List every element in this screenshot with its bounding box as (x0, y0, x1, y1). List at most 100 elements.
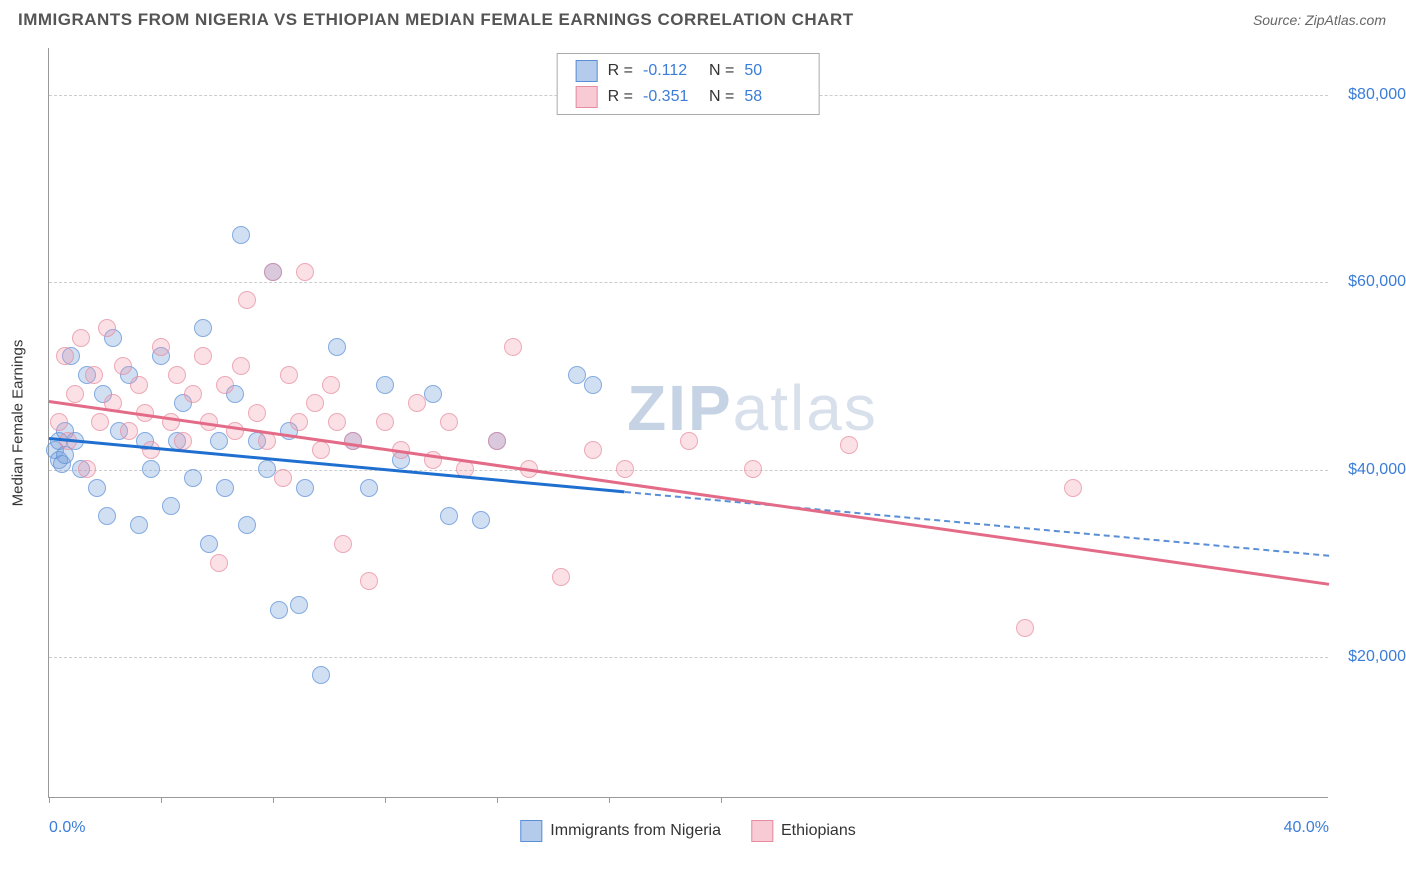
scatter-point-ethiopia (504, 338, 522, 356)
swatch-pink-icon (751, 820, 773, 842)
scatter-point-ethiopia (290, 413, 308, 431)
scatter-point-ethiopia (306, 394, 324, 412)
scatter-point-ethiopia (440, 413, 458, 431)
r-value-nigeria: -0.112 (643, 62, 699, 80)
scatter-point-nigeria (376, 376, 394, 394)
gridline-h (49, 470, 1328, 471)
scatter-point-ethiopia (114, 357, 132, 375)
source-prefix: Source: (1253, 12, 1305, 28)
scatter-point-ethiopia (210, 554, 228, 572)
scatter-point-nigeria (210, 432, 228, 450)
y-tick-label: $80,000 (1336, 86, 1406, 104)
scatter-point-ethiopia (216, 376, 234, 394)
gridline-h (49, 657, 1328, 658)
scatter-point-nigeria (584, 376, 602, 394)
scatter-point-nigeria (270, 601, 288, 619)
scatter-point-ethiopia (280, 366, 298, 384)
scatter-point-ethiopia (174, 432, 192, 450)
scatter-point-ethiopia (66, 385, 84, 403)
scatter-point-nigeria (440, 507, 458, 525)
watermark-bold: ZIP (627, 372, 733, 444)
scatter-point-ethiopia (488, 432, 506, 450)
scatter-point-ethiopia (584, 441, 602, 459)
scatter-point-nigeria (200, 535, 218, 553)
scatter-point-nigeria (238, 516, 256, 534)
scatter-point-ethiopia (85, 366, 103, 384)
scatter-point-ethiopia (72, 329, 90, 347)
scatter-point-ethiopia (328, 413, 346, 431)
scatter-point-ethiopia (50, 413, 68, 431)
scatter-point-ethiopia (296, 263, 314, 281)
scatter-point-nigeria (142, 460, 160, 478)
scatter-point-ethiopia (78, 460, 96, 478)
x-tick (721, 797, 722, 803)
scatter-point-ethiopia (1016, 619, 1034, 637)
scatter-point-nigeria (162, 497, 180, 515)
chart-title: IMMIGRANTS FROM NIGERIA VS ETHIOPIAN MED… (18, 10, 854, 30)
r-value-ethiopia: -0.351 (643, 88, 699, 106)
correlation-legend: R = -0.112 N = 50 R = -0.351 N = 58 (557, 53, 820, 115)
scatter-point-ethiopia (248, 404, 266, 422)
scatter-point-ethiopia (274, 469, 292, 487)
scatter-point-ethiopia (152, 338, 170, 356)
x-tick (161, 797, 162, 803)
scatter-point-ethiopia (680, 432, 698, 450)
scatter-point-ethiopia (744, 460, 762, 478)
scatter-point-ethiopia (56, 347, 74, 365)
swatch-blue-icon (520, 820, 542, 842)
plot-area: ZIPatlas $20,000$40,000$60,000$80,0000.0… (48, 48, 1328, 798)
x-tick (609, 797, 610, 803)
scatter-point-nigeria (312, 666, 330, 684)
scatter-point-ethiopia (98, 319, 116, 337)
x-tick (497, 797, 498, 803)
x-tick (273, 797, 274, 803)
watermark-rest: atlas (733, 372, 878, 444)
scatter-point-ethiopia (184, 385, 202, 403)
legend-label-ethiopia: Ethiopians (781, 822, 856, 840)
n-label: N = (709, 62, 734, 80)
scatter-point-ethiopia (376, 413, 394, 431)
r-label: R = (608, 62, 633, 80)
scatter-point-nigeria (472, 511, 490, 529)
x-tick (385, 797, 386, 803)
scatter-point-ethiopia (232, 357, 250, 375)
y-tick-label: $40,000 (1336, 461, 1406, 479)
scatter-point-ethiopia (264, 263, 282, 281)
legend-label-nigeria: Immigrants from Nigeria (550, 822, 721, 840)
scatter-point-ethiopia (552, 568, 570, 586)
scatter-point-nigeria (360, 479, 378, 497)
scatter-point-ethiopia (312, 441, 330, 459)
regression-line (49, 437, 625, 493)
scatter-point-nigeria (216, 479, 234, 497)
scatter-point-ethiopia (616, 460, 634, 478)
scatter-point-nigeria (232, 226, 250, 244)
x-tick-label: 0.0% (49, 819, 85, 837)
chart-header: IMMIGRANTS FROM NIGERIA VS ETHIOPIAN MED… (0, 0, 1406, 35)
scatter-point-nigeria (328, 338, 346, 356)
n-value-ethiopia: 58 (744, 88, 800, 106)
scatter-point-ethiopia (238, 291, 256, 309)
y-axis-label: Median Female Earnings (10, 340, 27, 507)
corr-row-ethiopia: R = -0.351 N = 58 (558, 84, 819, 110)
scatter-point-nigeria (98, 507, 116, 525)
y-tick-label: $20,000 (1336, 648, 1406, 666)
y-tick-label: $60,000 (1336, 273, 1406, 291)
scatter-point-ethiopia (322, 376, 340, 394)
swatch-blue-icon (576, 60, 598, 82)
scatter-point-nigeria (184, 469, 202, 487)
scatter-point-ethiopia (120, 422, 138, 440)
n-value-nigeria: 50 (744, 62, 800, 80)
swatch-pink-icon (576, 86, 598, 108)
n-label: N = (709, 88, 734, 106)
scatter-point-nigeria (296, 479, 314, 497)
scatter-point-ethiopia (130, 376, 148, 394)
x-tick (49, 797, 50, 803)
legend-item-nigeria: Immigrants from Nigeria (520, 820, 721, 842)
corr-row-nigeria: R = -0.112 N = 50 (558, 58, 819, 84)
chart-container: ZIPatlas $20,000$40,000$60,000$80,0000.0… (48, 48, 1328, 798)
scatter-point-ethiopia (1064, 479, 1082, 497)
scatter-point-nigeria (130, 516, 148, 534)
scatter-point-ethiopia (91, 413, 109, 431)
legend-item-ethiopia: Ethiopians (751, 820, 856, 842)
scatter-point-ethiopia (360, 572, 378, 590)
